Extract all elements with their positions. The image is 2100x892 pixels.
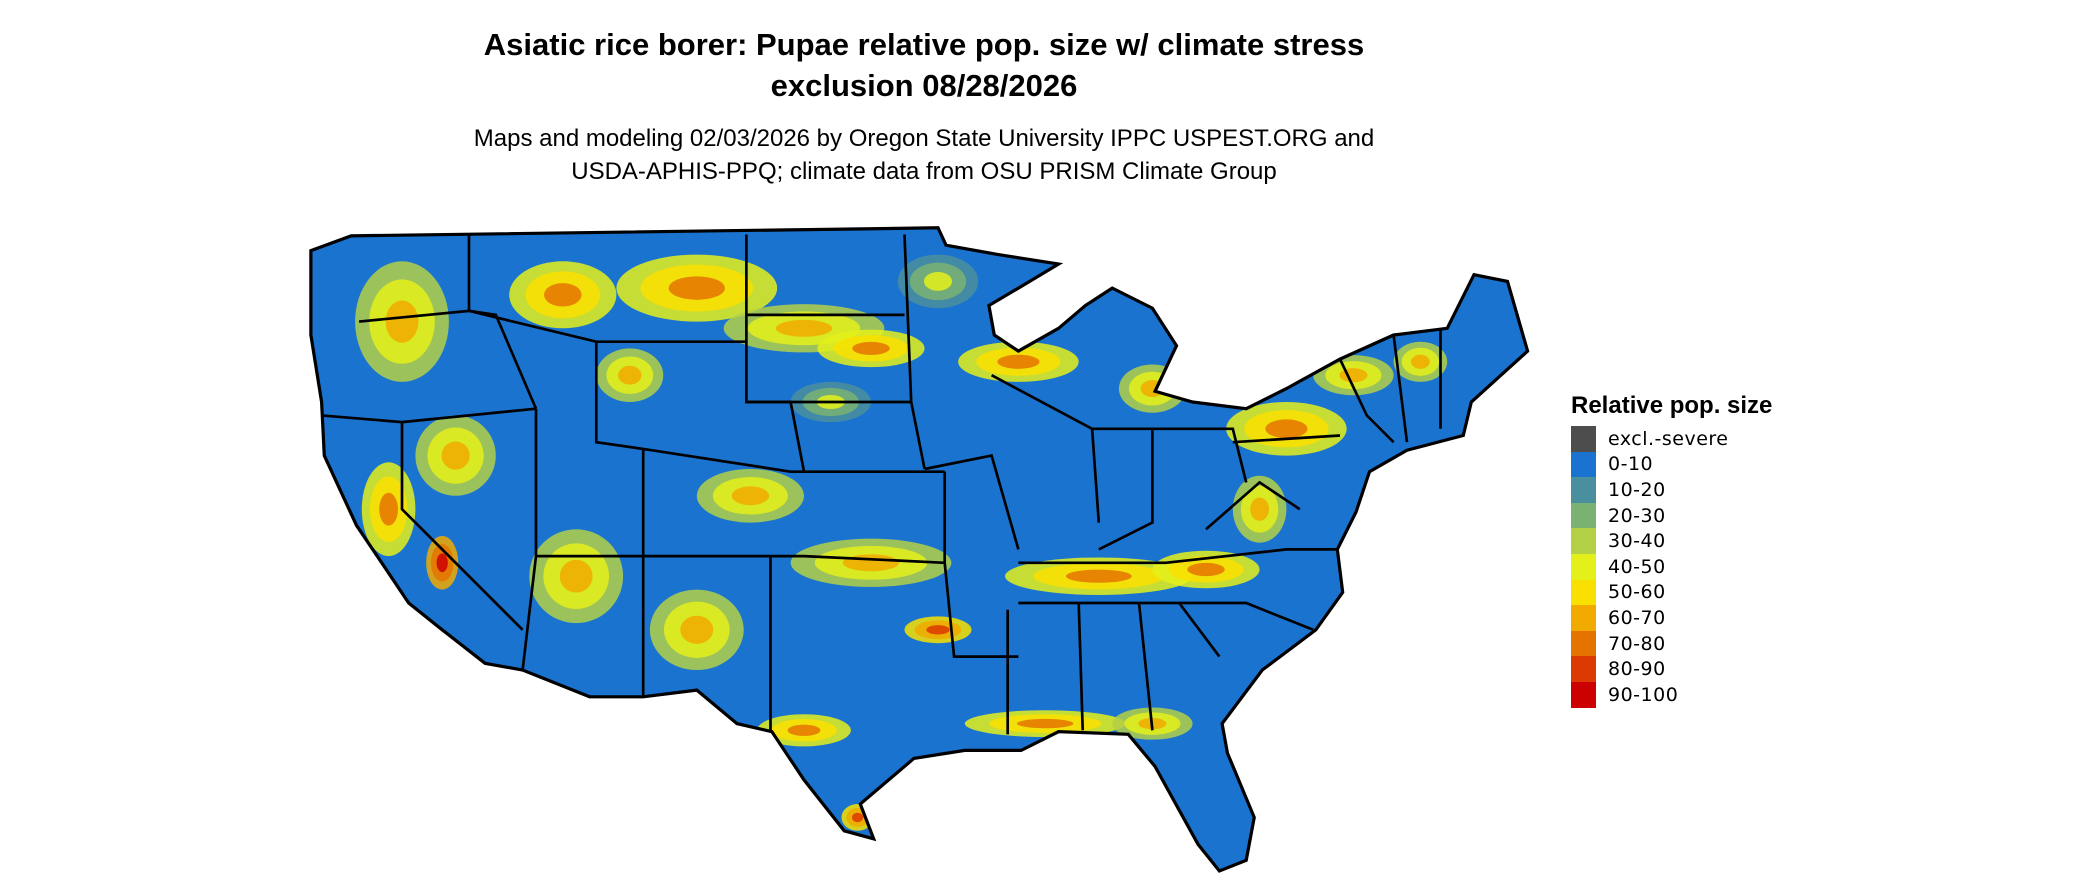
legend-item: 50-60 [1571, 579, 1772, 606]
hotspot-patch [851, 812, 864, 823]
state-border [467, 234, 538, 410]
legend-label: 20-30 [1608, 504, 1666, 527]
legend-item: excl.-severe [1571, 426, 1772, 452]
hotspot-patch [668, 276, 725, 300]
legend: Relative pop. size excl.-severe 0-10 10-20… [1571, 392, 1772, 708]
legend-swatch [1571, 528, 1596, 554]
hotspot-patch [436, 553, 448, 573]
us-outline [309, 226, 1530, 873]
legend-swatch [1571, 477, 1596, 503]
legend-item: 70-80 [1571, 630, 1772, 657]
hotspot-patch [775, 319, 833, 337]
legend-label: 80-90 [1608, 658, 1666, 681]
legend-label: 60-70 [1608, 606, 1666, 629]
hotspot-patch [787, 724, 821, 736]
hotspot-patch [1187, 562, 1225, 577]
legend-swatch [1571, 426, 1596, 452]
state-border [903, 234, 926, 470]
hotspot-patch [997, 354, 1040, 369]
state-border [643, 554, 945, 565]
state-border [1392, 334, 1409, 443]
legend-label: 70-80 [1608, 632, 1666, 655]
state-border [990, 374, 1101, 523]
hotspot-patch [379, 492, 398, 526]
legend-swatch [1571, 656, 1596, 682]
hotspot-patch [842, 554, 900, 572]
hotspot-patch [544, 283, 582, 307]
state-border [1338, 358, 1395, 444]
legend-item: 20-30 [1571, 502, 1772, 529]
state-border [1018, 548, 1341, 565]
legend-label: 40-50 [1608, 555, 1666, 578]
legend-swatch [1571, 451, 1596, 478]
state-border [1018, 601, 1314, 632]
legend-label: 0-10 [1608, 453, 1654, 476]
hotspot-patch [926, 625, 950, 635]
hotspot-patch [680, 615, 714, 644]
state-border [594, 341, 791, 474]
state-border [924, 454, 1020, 550]
legend-item: 80-90 [1571, 656, 1772, 682]
legend-item: 30-40 [1571, 528, 1772, 554]
legend-swatch [1571, 681, 1596, 708]
subtitle-line-2: USDA-APHIS-PPQ; climate data from OSU PR… [571, 158, 1277, 185]
hotspot-patch [559, 559, 593, 593]
legend-title: Relative pop. size [1571, 392, 1773, 419]
title-line-1: Asiatic rice borer: Pupae relative pop. … [483, 27, 1365, 62]
legend-swatch [1571, 579, 1596, 606]
title-line-2: exclusion 08/28/2026 [770, 68, 1078, 103]
hotspot-patch [731, 486, 770, 506]
state-border [400, 422, 524, 631]
state-border [943, 471, 1019, 658]
hotspot-patch [1250, 497, 1269, 521]
state-border [1152, 427, 1248, 483]
legend-label: 30-40 [1608, 530, 1666, 553]
hotspot-patch [1017, 718, 1074, 729]
subtitle-line-1: Maps and modeling 02/03/2026 by Oregon S… [473, 125, 1375, 152]
state-border [1178, 602, 1221, 658]
legend-item: 0-10 [1571, 451, 1772, 478]
hotspot-patch [1265, 419, 1308, 439]
map-title: Asiatic rice borer: Pupae relative pop. … [324, 24, 1524, 106]
hotspot-patch [1339, 368, 1368, 383]
hotspot-patch [618, 365, 642, 385]
map-subtitle: Maps and modeling 02/03/2026 by Oregon S… [324, 122, 1524, 188]
legend-swatch [1571, 630, 1596, 657]
legend-swatch [1571, 502, 1596, 529]
state-border [1205, 480, 1301, 531]
state-border [1092, 427, 1154, 551]
hotspot-patch [385, 300, 419, 343]
hotspot-patch [441, 441, 470, 470]
hotspot-patch [852, 341, 890, 355]
legend-item: 40-50 [1571, 553, 1772, 580]
legend-label: excl.-severe [1608, 427, 1729, 450]
state-border [1137, 602, 1154, 731]
legend-swatch [1571, 553, 1596, 580]
legend-label: 10-20 [1608, 478, 1666, 501]
state-border [1232, 434, 1341, 444]
legend-label: 50-60 [1608, 581, 1666, 604]
hotspot-patch [1411, 354, 1430, 369]
legend-item: 10-20 [1571, 477, 1772, 503]
state-border [358, 309, 747, 344]
state-border [1077, 602, 1085, 731]
legend-swatch [1571, 605, 1596, 631]
legend-item: 60-70 [1571, 605, 1772, 631]
legend-label: 90-100 [1608, 683, 1679, 706]
legend-item: 90-100 [1571, 681, 1772, 708]
hotspot-patch [1065, 569, 1132, 583]
population-hotspots [355, 254, 1448, 831]
hotspot-patch [923, 272, 953, 291]
state-borders [321, 234, 1442, 735]
